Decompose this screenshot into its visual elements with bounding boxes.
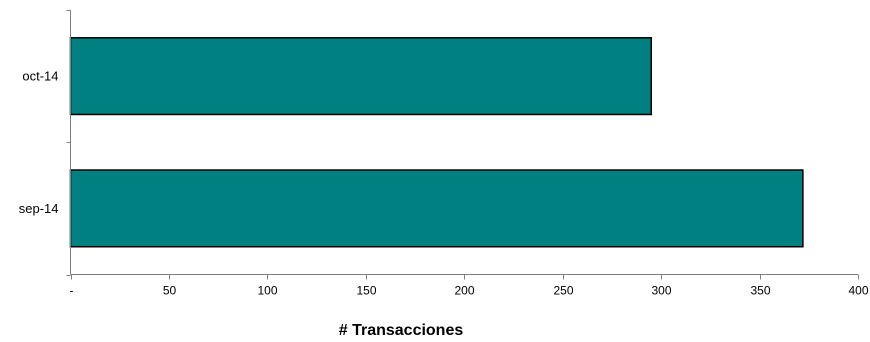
x-tick-label: 50 <box>163 284 177 298</box>
x-tick-label: 250 <box>553 284 573 298</box>
y-tick-label: oct-14 <box>22 69 58 84</box>
bar-oct-14 <box>69 37 653 116</box>
x-tick-label: 150 <box>356 284 376 298</box>
y-tick-label: sep-14 <box>19 201 59 216</box>
x-tick-label: 100 <box>257 284 277 298</box>
x-tick-label: - <box>70 284 74 298</box>
x-axis-title: # Transacciones <box>339 322 464 339</box>
x-tick-label: 350 <box>750 284 770 298</box>
x-tick-label: 400 <box>848 284 868 298</box>
x-tick-label: 200 <box>454 284 474 298</box>
bar-sep-14 <box>69 169 804 248</box>
bars-layer <box>69 37 804 248</box>
y-ticks: oct-14 sep-14 <box>19 10 71 276</box>
x-tick-label: 300 <box>651 284 671 298</box>
x-ticks: - 50 100 150 200 250 300 350 400 <box>70 274 869 298</box>
